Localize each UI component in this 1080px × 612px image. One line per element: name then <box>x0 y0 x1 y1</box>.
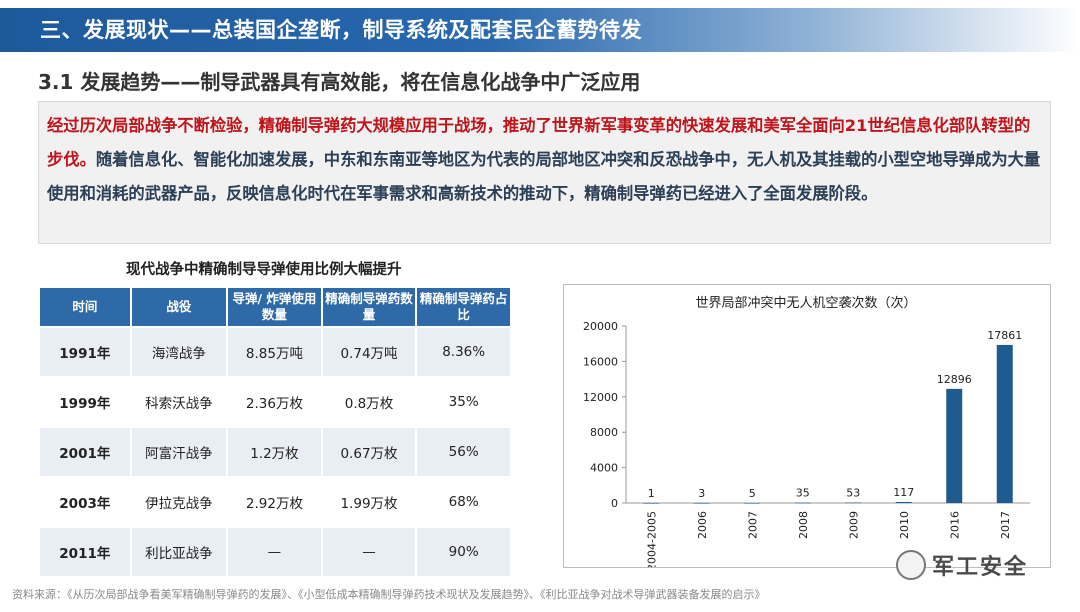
data-label: 17861 <box>987 329 1022 342</box>
data-label: 53 <box>846 487 860 500</box>
cell-ratio: 8.36% <box>415 326 512 378</box>
cell-munitions: 8.85万吨 <box>226 326 323 378</box>
x-tick-label: 2009 <box>847 511 860 539</box>
cell-ratio: 56% <box>415 426 512 478</box>
cell-year: 1991年 <box>38 326 132 378</box>
header-bar: 三、发展现状——总装国企垄断，制导系统及配套民企蓄势待发 <box>0 8 1080 52</box>
x-tick-label: 2007 <box>746 511 759 539</box>
table-row: 2001年 阿富汗战争 1.2万枚 0.67万枚 56% <box>38 426 512 478</box>
cell-year: 2003年 <box>38 476 132 528</box>
summary-blue-text: 随着信息化、智能化加速发展，中东和东南亚等地区为代表的局部地区冲突和反恐战争中，… <box>47 150 1041 203</box>
header-campaign: 战役 <box>129 286 229 328</box>
header-munitions-count: 导弹/ 炸弹使用数量 <box>226 286 323 328</box>
header-precision-count: 精确制导弹药数量 <box>320 286 418 328</box>
cell-munitions: 2.36万枚 <box>226 376 323 428</box>
bar <box>643 502 660 504</box>
y-tick-label: 8000 <box>590 426 618 439</box>
bar <box>794 502 811 504</box>
watermark: 军工安全 <box>896 549 1028 581</box>
table-row: 1999年 科索沃战争 2.36万枚 0.8万枚 35% <box>38 376 512 428</box>
summary-red-text: 经过历次局部战争不断检验，精确制导弹药大规模应用于战场，推动了世界新军事变革的快… <box>47 116 1031 169</box>
data-label: 5 <box>749 487 756 500</box>
bar <box>895 501 912 503</box>
bar <box>946 388 963 503</box>
data-label: 117 <box>893 486 914 499</box>
source-note: 资料来源：《从历次局部战争看美军精确制导弹药的发展》、《小型低成本精确制导弹药技… <box>12 588 766 601</box>
header-time: 时间 <box>38 286 132 328</box>
cell-year: 2001年 <box>38 426 132 478</box>
watermark-text: 军工安全 <box>932 555 1029 580</box>
data-label: 12896 <box>937 373 972 386</box>
wechat-icon <box>896 550 926 580</box>
y-tick-label: 20000 <box>583 320 618 333</box>
bar <box>693 502 710 504</box>
y-tick-label: 0 <box>611 497 618 510</box>
header-precision-ratio: 精确制导弹药占比 <box>415 286 512 328</box>
summary-box: 经过历次局部战争不断检验，精确制导弹药大规模应用于战场，推动了世界新军事变革的快… <box>38 101 1051 244</box>
cell-precision: 0.67万枚 <box>320 426 418 478</box>
section-title: 3.1 发展趋势——制导武器具有高效能，将在信息化战争中广泛应用 <box>38 70 641 94</box>
bar <box>845 502 862 504</box>
x-tick-label: 2016 <box>948 511 961 539</box>
chart-title: 世界局部冲突中无人机空袭次数（次） <box>695 295 916 311</box>
drone-strikes-chart-svg: 世界局部冲突中无人机空袭次数（次） 0 4000 8000 12000 16000 2000… <box>583 295 1030 571</box>
cell-campaign: 伊拉克战争 <box>129 476 229 528</box>
y-tick-label: 12000 <box>583 391 618 404</box>
cell-ratio: 35% <box>415 376 512 428</box>
cell-munitions: 2.92万枚 <box>226 476 323 528</box>
cell-ratio: 68% <box>415 476 512 528</box>
x-tick-label: 2008 <box>797 511 810 539</box>
war-table: 时间 战役 导弹/ 炸弹使用数量 精确制导弹药数量 精确制导弹药占比 1991年… <box>38 286 512 578</box>
cell-precision: 0.8万枚 <box>320 376 418 428</box>
cell-precision: 0.74万吨 <box>320 326 418 378</box>
bar <box>744 502 761 504</box>
x-tick-label: 2010 <box>898 511 911 539</box>
cell-ratio: 90% <box>415 526 512 578</box>
cell-year: 2011年 <box>38 526 132 578</box>
x-tick-label: 2006 <box>696 511 709 539</box>
data-label: 1 <box>648 487 655 500</box>
bar <box>996 344 1013 503</box>
table-row: 1991年 海湾战争 8.85万吨 0.74万吨 8.36% <box>38 326 512 378</box>
cell-precision: — <box>320 526 418 578</box>
cell-campaign: 阿富汗战争 <box>129 426 229 478</box>
x-tick-label: 2017 <box>999 511 1012 539</box>
cell-campaign: 科索沃战争 <box>129 376 229 428</box>
y-tick-label: 4000 <box>590 462 618 475</box>
cell-precision: 1.99万枚 <box>320 476 418 528</box>
x-tick-label: 2004-2005 <box>645 511 658 567</box>
table-row: 2003年 伊拉克战争 2.92万枚 1.99万枚 68% <box>38 476 512 528</box>
table-row: 2011年 利比亚战争 — — 90% <box>38 526 512 578</box>
data-label: 35 <box>796 487 810 500</box>
table-caption: 现代战争中精确制导导弹使用比例大幅提升 <box>126 262 402 278</box>
cell-munitions: — <box>226 526 323 578</box>
cell-year: 1999年 <box>38 376 132 428</box>
header-title: 三、发展现状——总装国企垄断，制导系统及配套民企蓄势待发 <box>40 18 642 42</box>
cell-munitions: 1.2万枚 <box>226 426 323 478</box>
drone-strikes-chart: 世界局部冲突中无人机空袭次数（次） 0 4000 8000 12000 16000 2000… <box>563 284 1051 571</box>
cell-campaign: 利比亚战争 <box>129 526 229 578</box>
cell-campaign: 海湾战争 <box>129 326 229 378</box>
y-tick-label: 16000 <box>583 355 618 368</box>
data-label: 3 <box>698 487 705 500</box>
table-header-row: 时间 战役 导弹/ 炸弹使用数量 精确制导弹药数量 精确制导弹药占比 <box>38 286 512 328</box>
